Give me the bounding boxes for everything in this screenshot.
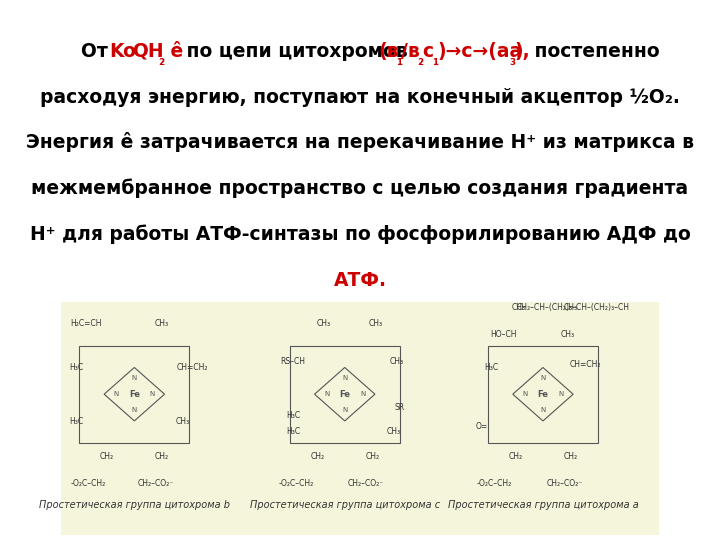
Text: CH₂–CO₂⁻: CH₂–CO₂⁻ [546,479,582,488]
Text: ),: ), [514,42,530,60]
Text: CH₃: CH₃ [560,330,575,339]
Text: H₂C=CH: H₂C=CH [70,320,102,328]
Text: ₁: ₁ [432,54,438,68]
Text: RS–CH: RS–CH [280,357,305,366]
Text: H₃C: H₃C [286,411,300,420]
Text: CH₂–CH–(CH₂)₃–CH–(CH₂)₃–CH: CH₂–CH–(CH₂)₃–CH–(CH₂)₃–CH [517,303,630,312]
Text: SR: SR [395,403,405,412]
Text: CH₂–CO₂⁻: CH₂–CO₂⁻ [348,479,384,488]
Text: CH=CH₂: CH=CH₂ [176,363,208,372]
Text: H₃C: H₃C [69,417,84,426]
Text: CH₃: CH₃ [368,320,382,328]
Text: Fe: Fe [537,390,549,399]
Text: с: с [423,42,433,60]
Text: HO–CH: HO–CH [490,330,516,339]
Text: ₂: ₂ [158,54,165,68]
Text: CH=CH₂: CH=CH₂ [570,360,601,369]
Text: CH₂: CH₂ [155,452,169,461]
Text: Энергия ê затрачивается на перекачивание Н⁺ из матрикса в: Энергия ê затрачивается на перекачивание… [26,132,694,152]
Text: CH₂: CH₂ [310,452,325,461]
Text: ₂: ₂ [418,54,423,68]
Text: CH₃: CH₃ [390,357,404,366]
Text: N: N [540,375,546,381]
Text: CH₃: CH₃ [176,417,190,426]
Text: расходуя энергию, поступают на конечный акцептор ½О₂.: расходуя энергию, поступают на конечный … [40,87,680,106]
Text: CH₂: CH₂ [100,452,114,461]
Text: N: N [342,375,347,381]
Text: CH₃: CH₃ [563,303,577,312]
Text: (в: (в [379,42,400,60]
Text: N: N [132,375,137,381]
Text: O=: O= [476,422,488,431]
Text: CH₃: CH₃ [155,320,169,328]
Text: Н⁺ для работы АТФ-синтазы по фосфорилированию АДФ до: Н⁺ для работы АТФ-синтазы по фосфорилиро… [30,225,690,244]
Text: N: N [342,407,347,413]
Text: Простетическая группа цитохрома c: Простетическая группа цитохрома c [250,500,440,510]
Text: N: N [360,391,366,397]
Text: N: N [540,407,546,413]
Text: H₃C: H₃C [484,363,498,372]
Text: Fe: Fe [339,390,350,399]
Text: ₁: ₁ [396,54,402,68]
Text: ₃: ₃ [509,54,516,68]
Text: межмембранное пространство с целью создания градиента: межмембранное пространство с целью созда… [32,179,688,198]
Text: )→с→(аа: )→с→(аа [437,42,522,60]
Text: CH₃: CH₃ [316,320,330,328]
Text: Простетическая группа цитохрома b: Простетическая группа цитохрома b [39,500,230,510]
Text: N: N [559,391,564,397]
Text: Простетическая группа цитохрома a: Простетическая группа цитохрома a [448,500,639,510]
Text: ê: ê [164,42,183,60]
Text: N: N [132,407,137,413]
Text: постепенно: постепенно [528,42,660,60]
Text: N: N [324,391,329,397]
Text: N: N [150,391,155,397]
Text: N: N [114,391,119,397]
Text: H₃C: H₃C [69,363,84,372]
Text: N: N [522,391,528,397]
Text: Ko: Ko [109,42,136,60]
Text: QH: QH [132,42,163,60]
Text: H₃C: H₃C [286,428,300,436]
Text: CH₃: CH₃ [387,428,400,436]
Text: -O₂C–CH₂: -O₂C–CH₂ [279,479,314,488]
Text: CH₂–CO₂⁻: CH₂–CO₂⁻ [138,479,174,488]
Text: -O₂C–CH₂: -O₂C–CH₂ [477,479,512,488]
Text: по цепи цитохромов: по цепи цитохромов [180,42,415,60]
Text: -O₂C–CH₂: -O₂C–CH₂ [71,479,107,488]
Text: CH₂: CH₂ [508,452,523,461]
Text: CH₂: CH₂ [563,452,577,461]
Text: CH₂: CH₂ [365,452,379,461]
Text: /в: /в [401,42,420,60]
Text: АТФ.: АТФ. [333,271,387,290]
Text: Fe: Fe [129,390,140,399]
Text: От: От [81,42,114,60]
Text: CH₃: CH₃ [511,303,526,312]
FancyBboxPatch shape [61,302,659,535]
